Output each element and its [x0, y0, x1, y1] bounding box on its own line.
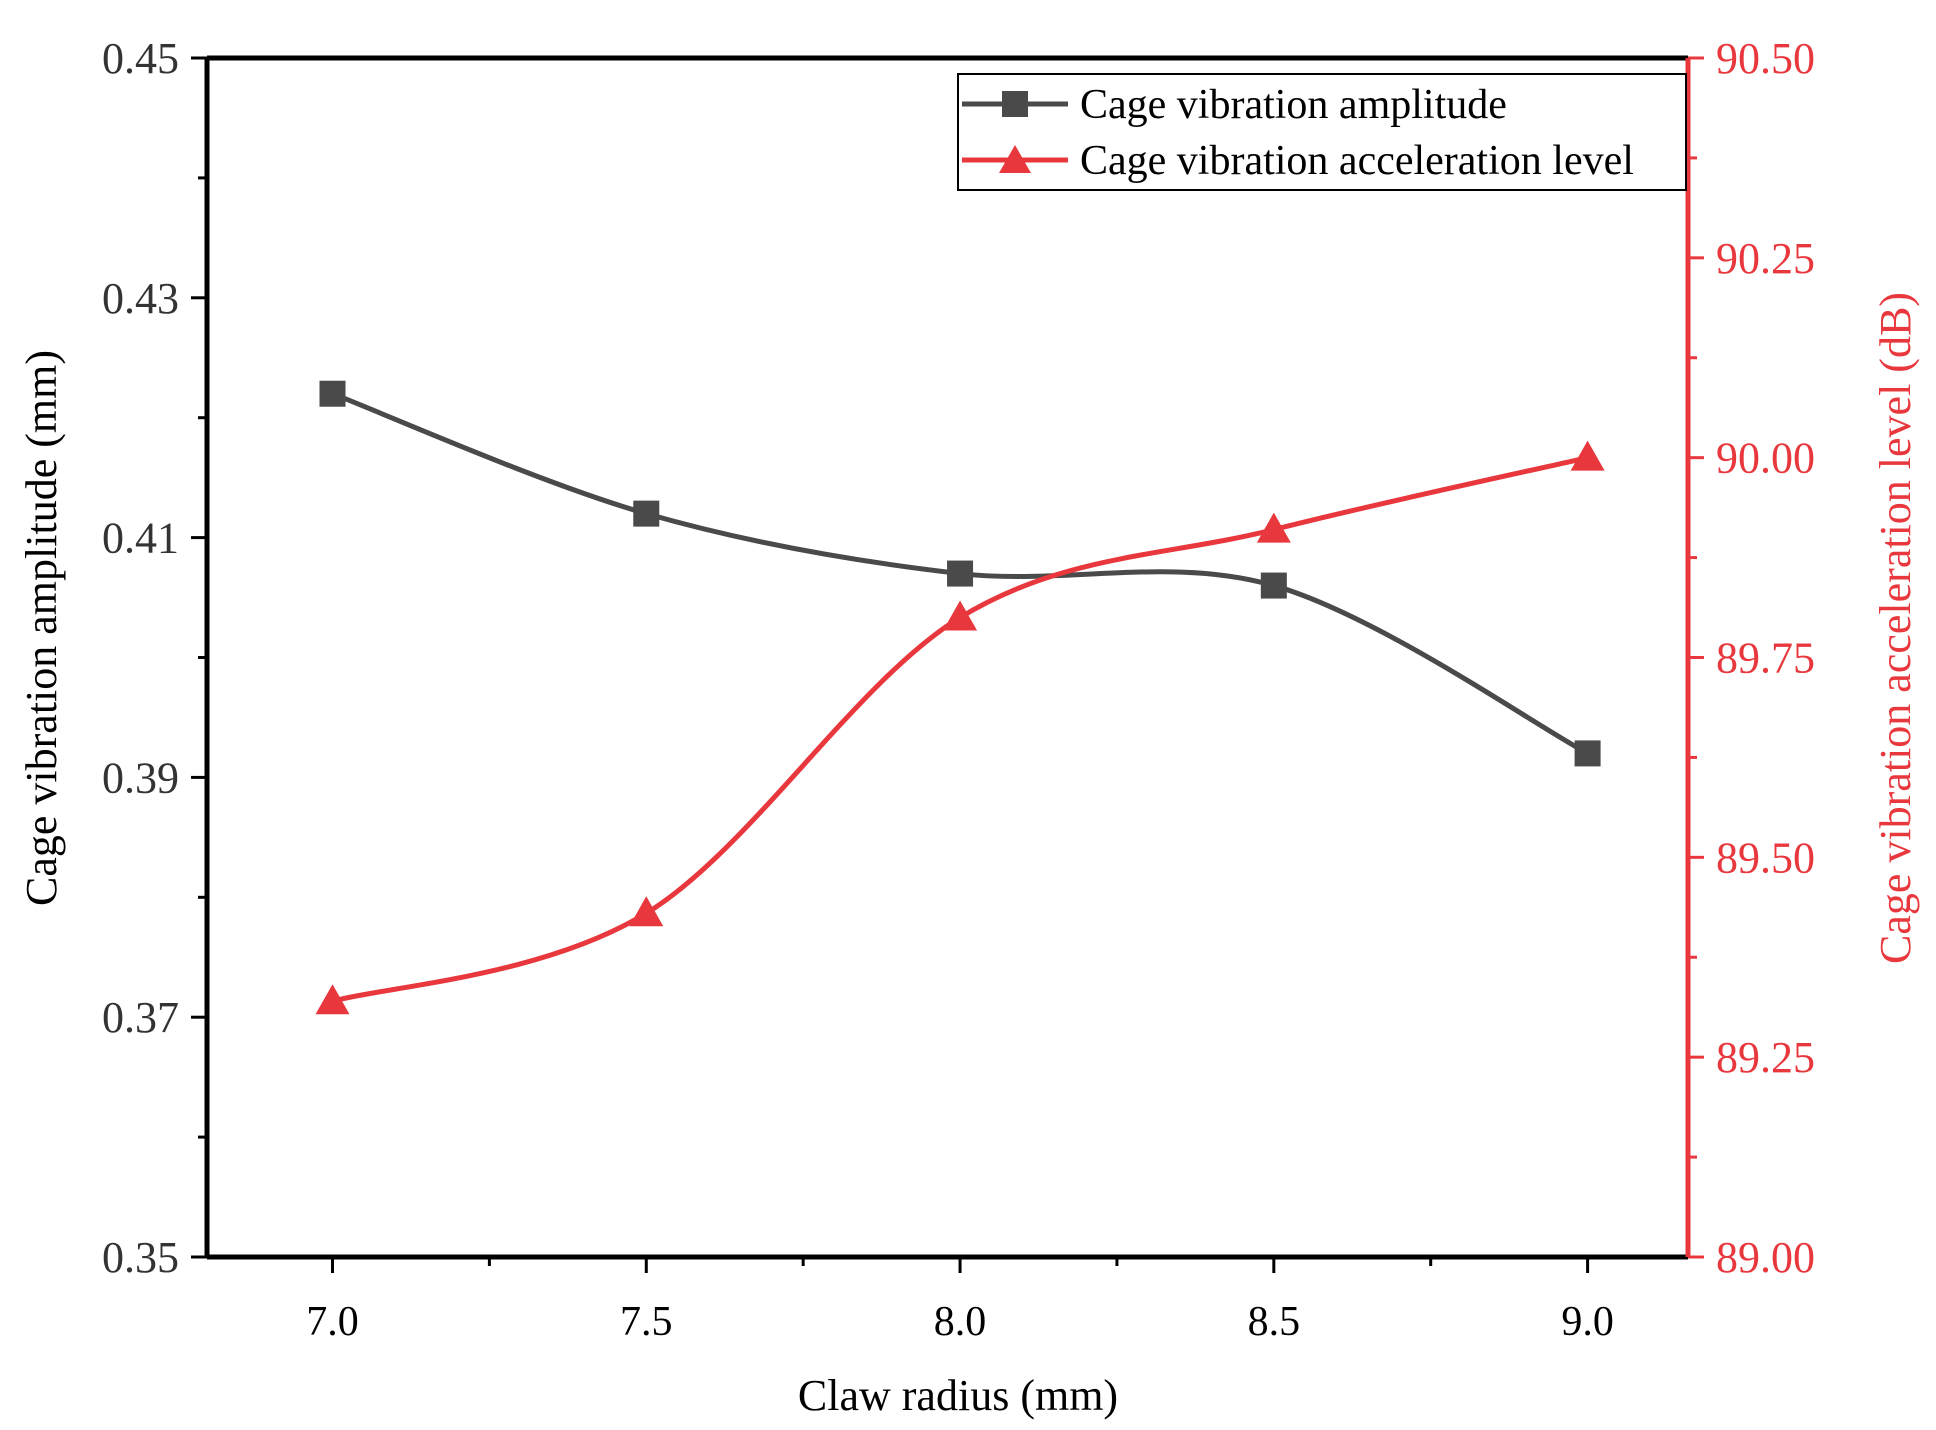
legend: Cage vibration amplitude Cage vibration … [957, 73, 1687, 191]
data-point-amplitude [633, 500, 660, 527]
data-point-acceleration [315, 984, 350, 1015]
legend-marker-amplitude [1002, 91, 1028, 117]
data-point-acceleration [1256, 512, 1291, 543]
x-tick-label: 8.0 [934, 1299, 987, 1345]
data-point-amplitude [319, 380, 346, 407]
y-right-tick-label: 90.00 [1716, 434, 1815, 483]
y-left-tick-label: 0.37 [102, 993, 179, 1042]
y-right-tick-label: 90.25 [1716, 234, 1815, 283]
axes-layer: 7.0 7.5 8.0 8.5 9.0 0.35 0.37 0.39 0.41 0.43 0.45 8… [102, 34, 1815, 1345]
y-left-tick-label: 0.43 [102, 274, 179, 323]
y-left-tick-label: 0.41 [102, 514, 179, 563]
x-tick-label: 8.5 [1248, 1299, 1301, 1345]
series-line-acceleration [331, 455, 1589, 1004]
y-axis-right-label: Cage vibration acceleration level (dB) [1871, 292, 1920, 964]
y-right-tick-label: 89.50 [1716, 833, 1815, 882]
data-point-acceleration [1570, 440, 1605, 471]
series-layer [315, 380, 1605, 1015]
y-right-tick-label: 90.50 [1716, 34, 1815, 83]
y-left-tick-label: 0.35 [102, 1233, 179, 1282]
legend-label-amplitude: Cage vibration amplitude [1080, 82, 1507, 128]
data-point-acceleration [943, 600, 978, 631]
y-axis-left-label: Cage vibration amplitude (mm) [17, 350, 66, 906]
legend-marker-acceleration [999, 145, 1031, 173]
legend-box [957, 73, 1687, 191]
x-tick-label: 7.0 [306, 1299, 359, 1345]
legend-label-acceleration: Cage vibration acceleration level [1080, 138, 1634, 184]
data-point-amplitude [947, 560, 974, 587]
data-point-amplitude [1260, 572, 1287, 599]
x-tick-label: 9.0 [1561, 1299, 1614, 1345]
x-axis-label: Claw radius (mm) [798, 1371, 1118, 1420]
y-left-tick-label: 0.45 [102, 34, 179, 83]
data-point-amplitude [1574, 740, 1601, 767]
y-right-tick-label: 89.00 [1716, 1233, 1815, 1282]
data-point-acceleration [629, 896, 664, 927]
y-right-tick-label: 89.25 [1716, 1033, 1815, 1082]
y-right-tick-label: 89.75 [1716, 634, 1815, 683]
x-tick-label: 7.5 [620, 1299, 673, 1345]
y-left-tick-label: 0.39 [102, 753, 179, 802]
